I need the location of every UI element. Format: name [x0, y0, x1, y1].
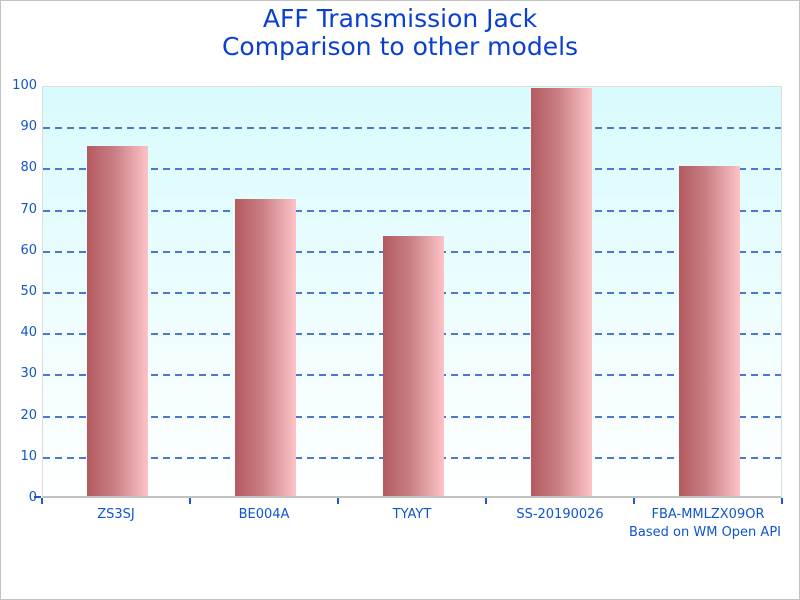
grid-line: [43, 209, 781, 212]
y-axis-origin-tick: [34, 496, 41, 498]
x-tick-label: TYAYT: [392, 507, 432, 522]
x-tick-mark: [633, 498, 635, 504]
y-tick-label: 10: [20, 448, 37, 464]
x-tick-label: BE004A: [238, 507, 290, 522]
x-tick-mark: [189, 498, 191, 504]
y-tick-label: 30: [20, 366, 37, 382]
chart-title-line2: Comparison to other models: [221, 32, 579, 61]
chart-title: AFF Transmission Jack Comparison to othe…: [1, 5, 799, 61]
grid-line: [43, 127, 781, 130]
y-tick-label: 100: [12, 78, 37, 93]
plot-area: [42, 86, 782, 498]
x-tick-label: FBA-MMLZX09OR: [651, 507, 765, 522]
footer-note: Based on WM Open API: [629, 525, 781, 540]
bar-TYAYT: [382, 236, 444, 496]
y-tick-label: 40: [20, 325, 37, 341]
y-tick-label: 20: [20, 407, 37, 423]
bar-SS-20190026: [530, 88, 592, 496]
bar-FBA-MMLZX09OR: [678, 166, 740, 496]
x-tick-mark: [41, 498, 43, 504]
x-tick-mark: [781, 498, 783, 504]
grid-line: [43, 168, 781, 171]
y-tick-label: 0: [28, 490, 37, 505]
y-tick-label: 70: [20, 201, 37, 217]
y-tick-label: 50: [20, 284, 37, 299]
y-tick-label: 60: [20, 242, 37, 258]
chart-title-line1: AFF Transmission Jack: [262, 4, 538, 33]
bar-BE004A: [234, 199, 296, 496]
x-tick-label: SS-20190026: [516, 507, 604, 522]
bar-ZS3SJ: [86, 145, 148, 496]
y-tick-label: 90: [20, 119, 37, 135]
x-tick-label: ZS3SJ: [97, 507, 135, 522]
y-tick-label: 80: [20, 160, 37, 176]
x-tick-mark: [485, 498, 487, 504]
x-tick-mark: [337, 498, 339, 504]
